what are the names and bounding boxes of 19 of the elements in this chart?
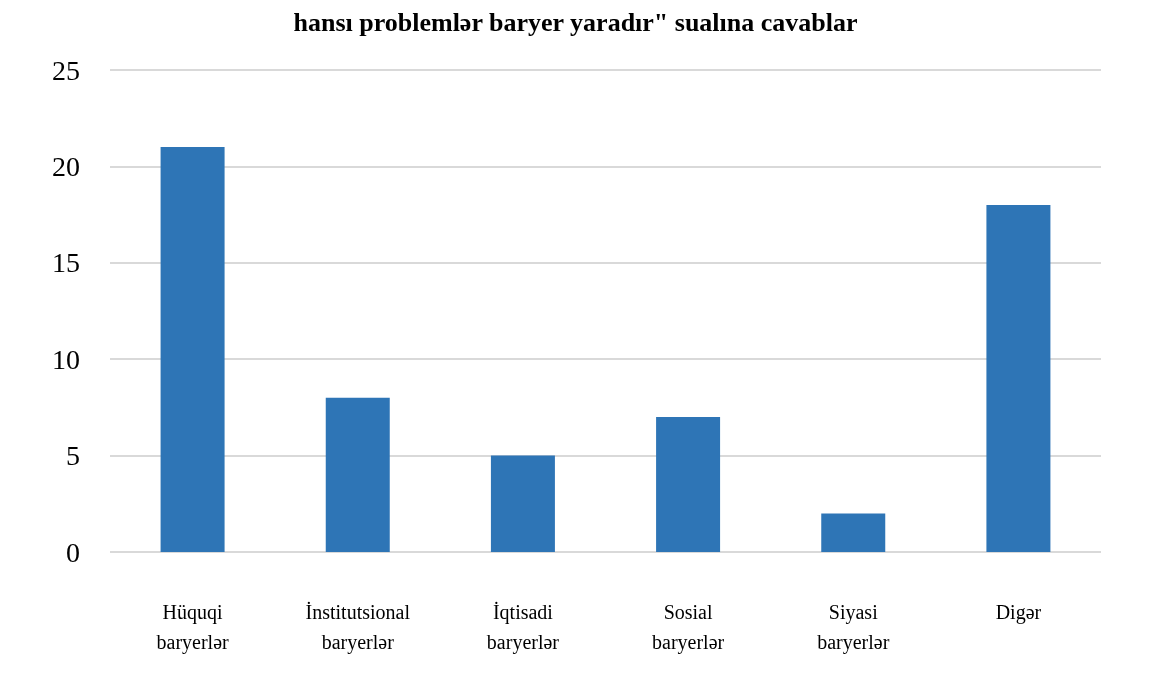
x-tick-label: Digər	[995, 601, 1042, 624]
x-tick-label: Siyasi baryerlər	[817, 601, 890, 654]
bar	[821, 513, 886, 552]
y-tick-label: 5	[66, 440, 80, 472]
bar	[986, 204, 1051, 552]
x-tick-label: İqtisadi baryerlər	[486, 601, 560, 654]
bar	[160, 147, 225, 552]
bar	[325, 397, 390, 552]
y-tick-label: 0	[66, 536, 80, 568]
x-tick-label: Sosial baryerlər	[652, 601, 725, 654]
bar	[656, 417, 721, 552]
y-tick-label: 15	[52, 247, 80, 279]
y-tick-label: 10	[52, 343, 80, 375]
x-tick-label: İnstitutsional baryerlər	[305, 601, 411, 654]
y-tick-label: 20	[52, 150, 80, 182]
chart-title: hansı problemlər baryer yaradır" sualına cavablar	[293, 7, 858, 37]
y-tick-label: 25	[52, 54, 80, 86]
x-tick-label: Hüquqi baryerlər	[156, 601, 230, 654]
bar	[490, 455, 555, 552]
